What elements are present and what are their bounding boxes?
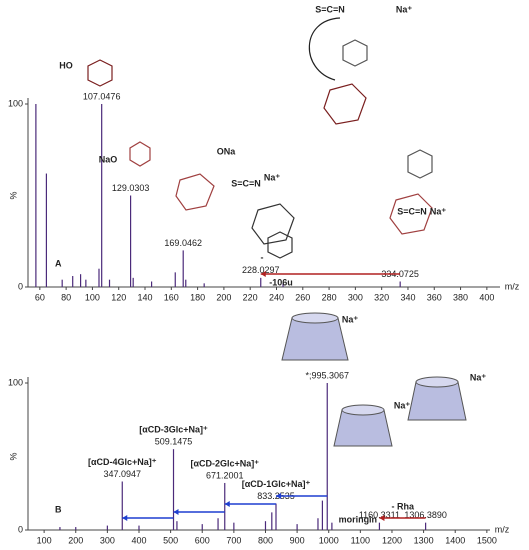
x-tick-label: 360 <box>427 292 442 302</box>
panel-label: A <box>55 258 62 268</box>
arrow-head <box>260 271 266 277</box>
y-tick-label: 0 <box>18 281 23 291</box>
x-tick-label: 1100 <box>351 535 370 545</box>
ring <box>175 173 215 211</box>
x-tick-label: 1300 <box>414 535 434 545</box>
peak-label: 509.1475 <box>155 437 193 447</box>
x-tick-label: 1200 <box>382 535 402 545</box>
ring <box>267 231 293 259</box>
y-axis-label: % <box>8 452 18 460</box>
x-tick-label: 100 <box>85 292 100 302</box>
x-tick-label: 1400 <box>445 535 465 545</box>
x-tick-label: 200 <box>216 292 231 302</box>
x-tick-label: 200 <box>68 535 83 545</box>
annotation: Na⁺ <box>264 172 281 182</box>
panel-label: B <box>55 504 62 514</box>
x-tick-label: 220 <box>243 292 258 302</box>
arrow-head <box>224 501 230 507</box>
ring <box>389 193 433 235</box>
peak-name: [αCD-3Glc+Na]⁺ <box>139 425 208 435</box>
peak-label: 129.0303 <box>112 183 150 193</box>
arrow-head <box>122 515 128 521</box>
x-tick-label: 800 <box>258 535 273 545</box>
ring <box>87 59 113 87</box>
annotation: - <box>261 252 264 262</box>
arrow-head <box>275 493 281 499</box>
y-tick-label: 0 <box>18 524 23 534</box>
annotation: - Rha <box>391 501 414 511</box>
x-tick-label: 240 <box>269 292 284 302</box>
x-tick-label: 300 <box>100 535 115 545</box>
x-axis-label: m/z <box>505 281 520 291</box>
annotation: S=C=N <box>315 4 345 14</box>
annotation: moringin <box>339 514 378 524</box>
peak-label: 107.0476 <box>83 91 121 101</box>
x-tick-label: 900 <box>290 535 305 545</box>
x-tick-label: 700 <box>226 535 241 545</box>
peak-name: [αCD-1Glc+Na]⁺ <box>242 479 311 489</box>
bond-curve <box>308 17 341 81</box>
peak-label: *;995.3067 <box>305 370 349 380</box>
y-tick-label: 100 <box>8 377 23 387</box>
arrow-head <box>173 509 179 515</box>
annotation: Na⁺ <box>396 4 413 14</box>
x-axis-label: m/z <box>495 524 510 534</box>
x-tick-label: 300 <box>348 292 363 302</box>
peak-label: 671.2001 <box>206 470 244 480</box>
x-tick-label: 160 <box>164 292 179 302</box>
annotation: ONa <box>217 146 237 156</box>
x-tick-label: 120 <box>111 292 126 302</box>
x-tick-label: 500 <box>163 535 178 545</box>
x-tick-label: 320 <box>374 292 389 302</box>
x-tick-label: 1500 <box>477 535 497 545</box>
x-tick-label: 400 <box>131 535 146 545</box>
annotation: Na⁺ <box>394 400 411 410</box>
peak-name: [αCD-4Glc+Na]⁺ <box>88 457 157 467</box>
peak-name: [αCD-2Glc+Na]⁺ <box>190 458 259 468</box>
x-tick-label: 100 <box>37 535 52 545</box>
x-tick-label: 180 <box>190 292 205 302</box>
x-tick-label: 60 <box>35 292 45 302</box>
x-tick-label: 260 <box>295 292 310 302</box>
ring <box>251 203 295 245</box>
x-tick-label: 340 <box>400 292 415 302</box>
peak-label: 347.0947 <box>103 469 141 479</box>
annotation: HO <box>59 60 73 70</box>
annotation: S=C=N <box>397 206 427 216</box>
x-tick-label: 140 <box>137 292 152 302</box>
peak-label: 1306.3890 <box>404 510 447 520</box>
cone-rim <box>291 312 339 324</box>
arrow-head <box>379 515 385 521</box>
y-tick-label: 100 <box>8 98 23 108</box>
cone-rim <box>415 376 459 388</box>
annotation: Na⁺ <box>470 372 487 382</box>
cone <box>407 381 467 421</box>
x-tick-label: 400 <box>479 292 494 302</box>
cone <box>281 317 349 361</box>
ring <box>323 83 367 125</box>
ring <box>407 149 433 179</box>
y-axis-label: % <box>8 191 18 199</box>
peak-label: 169.0462 <box>164 238 202 248</box>
x-tick-label: 1000 <box>319 535 339 545</box>
x-tick-label: 380 <box>453 292 468 302</box>
cone-sketches <box>281 312 467 447</box>
x-tick-label: 80 <box>61 292 71 302</box>
annotation: NaO <box>99 154 118 164</box>
annotation: S=C=N <box>231 178 261 188</box>
ring <box>129 141 151 167</box>
cone-rim <box>341 404 385 416</box>
x-tick-label: 280 <box>322 292 337 302</box>
molecule-sketches <box>87 17 433 259</box>
annotation: Na⁺ <box>430 206 447 216</box>
peak-label: 1160.3311 <box>359 510 400 520</box>
x-tick-label: 600 <box>195 535 210 545</box>
annotation: Na⁺ <box>342 314 359 324</box>
peak-label: 228.0297 <box>242 265 280 275</box>
annotation: -106u <box>269 277 293 287</box>
ring <box>342 39 368 67</box>
